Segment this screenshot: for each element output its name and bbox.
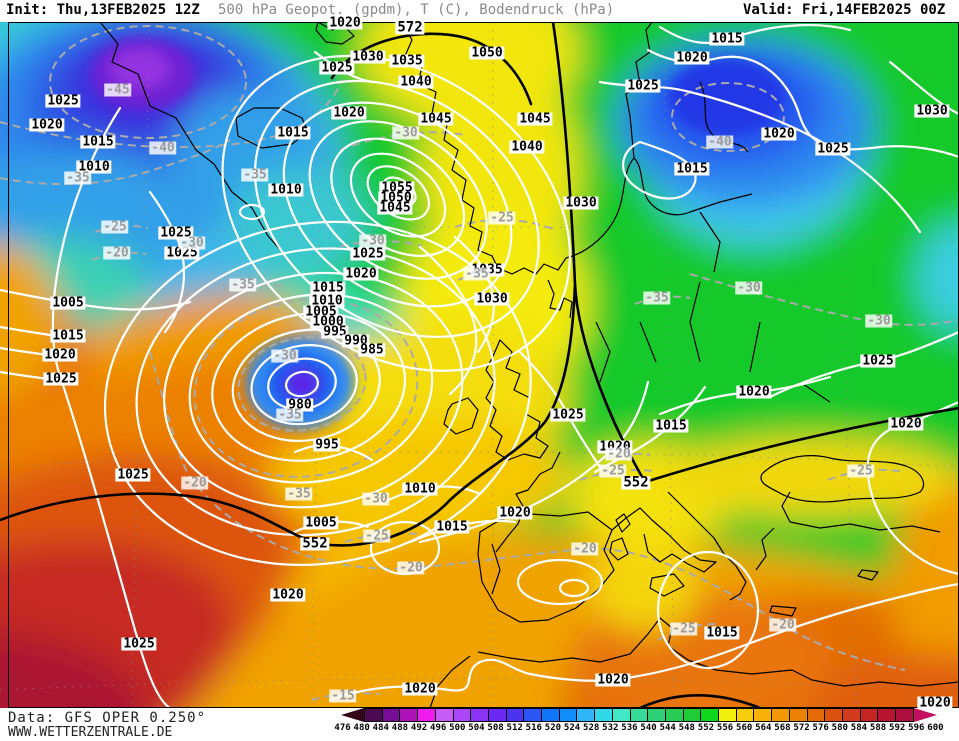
colorbar-tick: 500 xyxy=(449,723,466,733)
colorbar-tick: 484 xyxy=(372,723,389,733)
colorbar-tick: 512 xyxy=(506,723,523,733)
colorbar-tick: 532 xyxy=(602,723,619,733)
valid-time-label: Valid: Fri,14FEB2025 00Z xyxy=(743,2,946,18)
colorbar-cell xyxy=(612,709,631,721)
colorbar-tick-labels: 476 480 484 488 492 496 500 504 508 512 516 520 524 5… xyxy=(333,723,945,733)
colorbar-right-arrow xyxy=(914,708,937,722)
colorbar-cell xyxy=(400,709,419,721)
colorbar-cell xyxy=(896,709,913,721)
colorbar-cells xyxy=(364,708,914,722)
colorbar-cell xyxy=(524,709,543,721)
colorbar-tick: 560 xyxy=(736,723,753,733)
colorbar-cell xyxy=(506,709,525,721)
colorbar-cell xyxy=(719,709,737,721)
colorbar-tick: 516 xyxy=(525,723,542,733)
colorbar-legend xyxy=(341,708,937,722)
colorbar-tick: 540 xyxy=(640,723,657,733)
weather-chart-graphic xyxy=(0,22,959,708)
colorbar-cell xyxy=(772,709,790,721)
colorbar-cell xyxy=(648,709,666,721)
init-time-label: Init: Thu,13FEB2025 12Z xyxy=(6,2,200,18)
colorbar-tick: 544 xyxy=(659,723,676,733)
colorbar-tick: 552 xyxy=(697,723,715,733)
colorbar-cell xyxy=(577,709,596,721)
colorbar-cell xyxy=(807,709,826,721)
colorbar-tick: 556 xyxy=(716,723,734,733)
colorbar-cell xyxy=(878,709,897,721)
colorbar-left-arrow xyxy=(341,708,364,722)
colorbar-tick: 588 xyxy=(869,723,887,733)
website-link[interactable]: WWW.WETTERZENTRALE.DE xyxy=(8,725,173,740)
colorbar-tick: 524 xyxy=(563,723,581,733)
colorbar-cell xyxy=(382,709,401,721)
colorbar-cell xyxy=(595,709,613,721)
colorbar-tick: 504 xyxy=(468,723,485,733)
colorbar-tick: 596 xyxy=(908,723,925,733)
colorbar-tick: 584 xyxy=(850,723,868,733)
low-high-cores xyxy=(91,38,785,429)
footer: Data: GFS OPER 0.250° WWW.WETTERZENTRALE… xyxy=(0,708,959,741)
colorbar-tick: 592 xyxy=(889,723,906,733)
colorbar-tick: 488 xyxy=(391,723,409,733)
colorbar-cell xyxy=(825,709,843,721)
colorbar-tick: 520 xyxy=(544,723,562,733)
map-title: 500 hPa Geopot. (gpdm), T (C), Bodendruc… xyxy=(218,2,615,18)
colorbar-tick: 480 xyxy=(353,723,370,733)
colorbar-cell xyxy=(860,709,879,721)
colorbar-cell xyxy=(842,709,861,721)
header: Init: Thu,13FEB2025 12Z 500 hPa Geopot. … xyxy=(0,0,959,22)
colorbar-cell xyxy=(435,709,454,721)
colorbar-tick: 572 xyxy=(793,723,810,733)
colorbar-cell xyxy=(542,709,560,721)
colorbar-cell xyxy=(418,709,436,721)
colorbar-tick: 568 xyxy=(774,723,791,733)
colorbar-tick: 600 xyxy=(927,723,944,733)
colorbar-cell xyxy=(365,709,383,721)
colorbar-cell xyxy=(736,709,755,721)
colorbar-cell xyxy=(665,709,684,721)
colorbar-cell xyxy=(630,709,649,721)
colorbar-tick: 548 xyxy=(678,723,695,733)
colorbar-cell xyxy=(701,709,720,721)
colorbar-cell xyxy=(559,709,578,721)
colorbar-cell xyxy=(453,709,472,721)
data-source-label: Data: GFS OPER 0.250° xyxy=(8,710,207,726)
colorbar-tick: 564 xyxy=(755,723,772,733)
colorbar-cell xyxy=(471,709,489,721)
colorbar-tick: 576 xyxy=(812,723,829,733)
colorbar-tick: 508 xyxy=(487,723,504,733)
colorbar-tick: 528 xyxy=(583,723,600,733)
map-canvas xyxy=(0,22,959,708)
colorbar-tick: 496 xyxy=(430,723,447,733)
colorbar-tick: 580 xyxy=(831,723,848,733)
colorbar-cell xyxy=(754,709,773,721)
colorbar-tick: 492 xyxy=(410,723,428,733)
colorbar-cell xyxy=(789,709,808,721)
colorbar-tick: 536 xyxy=(621,723,638,733)
graticule xyxy=(0,22,959,708)
colorbar-cell xyxy=(683,709,702,721)
colorbar-tick: 476 xyxy=(334,723,351,733)
colorbar-cell xyxy=(488,709,507,721)
